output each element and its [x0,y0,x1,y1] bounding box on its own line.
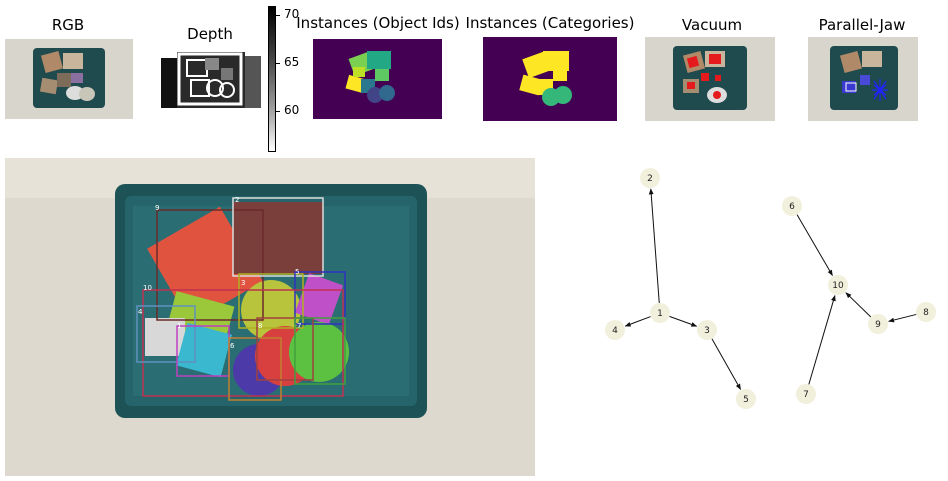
instances-object-ids-title: Instances (Object Ids) [296,14,460,32]
box-label: 6 [230,342,235,350]
depth-colorbar [268,6,276,152]
graph-node-label: 2 [647,174,653,184]
graph-node-label: 8 [923,308,929,318]
box-label: 10 [143,284,152,292]
depth-image [161,52,261,108]
graph-edge [808,294,836,385]
graph-node [605,320,625,340]
box-label: 5 [295,268,299,276]
graph-edge [888,313,917,323]
graph-node [916,302,936,322]
graph-node [640,168,660,188]
scene-object [145,318,185,356]
scene-object [176,322,232,378]
graph-node [796,384,816,404]
graph-node-label: 10 [832,281,844,291]
box-label: 1 [177,322,181,330]
graph-node [736,389,756,409]
box-label: 4 [138,308,143,316]
parallel-jaw-title: Parallel-Jaw [818,16,906,34]
graph-node [828,275,848,295]
box-label: 9 [155,204,159,212]
box-label: 2 [235,196,239,204]
scene-detection-image: 9 3 5 10 4 1 6 8 7 2 [5,158,535,476]
box-label: 8 [258,322,262,330]
colorbar-tick-label: 60 [284,103,300,117]
instances-object-ids-image [313,39,442,119]
rgb-title: RGB [51,16,85,34]
instances-categories-title: Instances (Categories) [465,14,635,32]
graph-edge [624,316,651,327]
graph-edge [648,188,660,304]
colorbar-tick [276,111,280,112]
graph-node-label: 4 [612,326,618,336]
depth-title: Depth [187,25,233,43]
parallel-jaw-image [808,37,918,121]
colorbar-tick [276,15,280,16]
instances-categories-image [483,37,617,121]
scene-object [289,322,349,382]
graph-edge [711,338,742,390]
graph-node [868,314,888,334]
graph-node-label: 1 [657,309,663,319]
colorbar-tick-label: 65 [284,55,300,69]
graph-node-label: 6 [789,202,795,212]
box-label: 3 [241,279,245,287]
graph-edge [669,315,698,327]
relation-graph: 1 2 3 4 5 6 7 8 9 10 [605,168,936,409]
vacuum-image [645,37,775,121]
graph-node [697,320,717,340]
scene-object [233,202,323,274]
colorbar-tick [276,63,280,64]
graph-edge [796,214,833,277]
box-label: 7 [297,322,301,330]
rgb-image [5,39,133,119]
graph-node-label: 3 [704,326,710,336]
vacuum-title: Vacuum [681,16,743,34]
scene-object [241,280,301,340]
graph-edge [845,292,872,318]
scene-object [294,273,344,325]
graph-node [782,196,802,216]
graph-node-label: 7 [803,390,809,400]
graph-node-label: 5 [743,395,749,405]
graph-node [650,303,670,323]
colorbar-tick-label: 70 [284,7,300,21]
graph-node-label: 9 [875,320,881,330]
